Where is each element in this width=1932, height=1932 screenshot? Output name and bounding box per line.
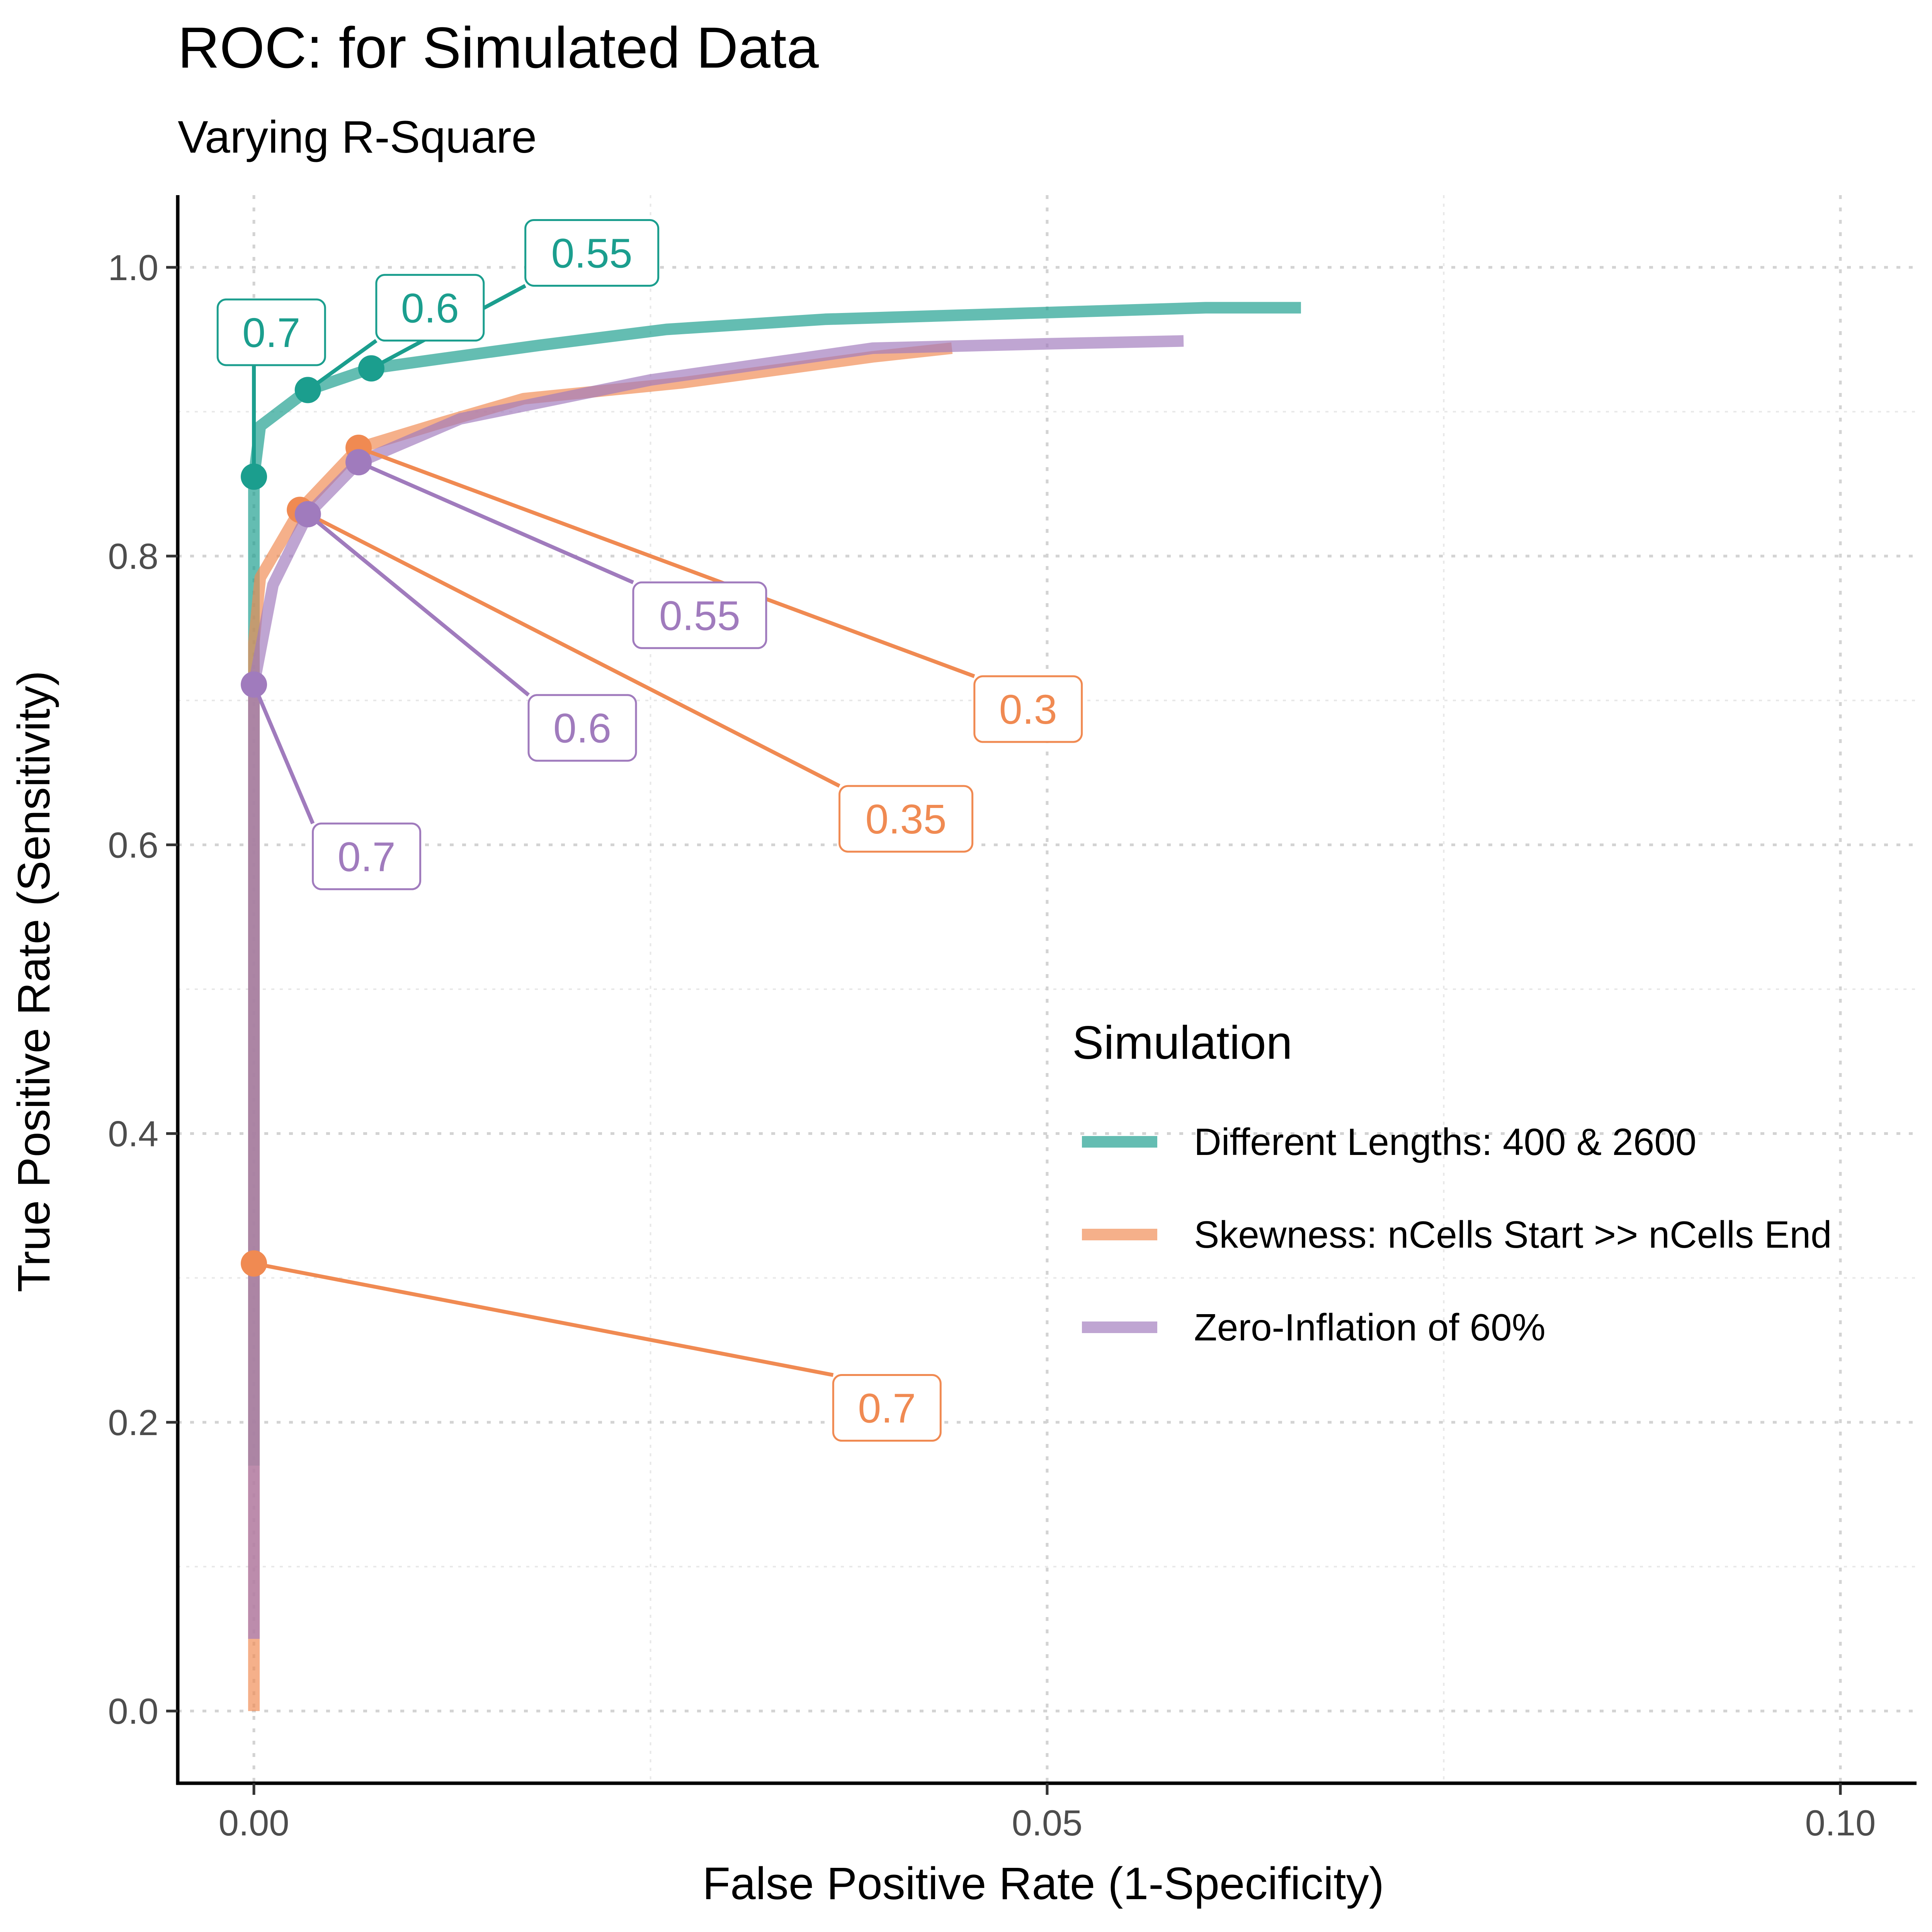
series-line-1 [248, 342, 953, 1711]
label-connector-6 [252, 684, 315, 825]
point-marker-0 [241, 463, 267, 490]
legend-label-0: Different Lengths: 400 & 2600 [1194, 1121, 1696, 1163]
point-label-6: 0.7 [338, 833, 396, 880]
x-axis-title: False Positive Rate (1-Specificity) [702, 1858, 1384, 1909]
x-tick-label: 0.05 [1012, 1803, 1083, 1843]
y-axis-title: True Positive Rate (Sensitivity) [9, 671, 60, 1293]
label-connectors [252, 284, 975, 1377]
point-label-box-5 [973, 675, 1083, 743]
point-label-8: 0.55 [659, 592, 740, 639]
point-label-4: 0.35 [865, 796, 946, 842]
legend-label-1: Skewness: nCells Start >> nCells End [1194, 1213, 1832, 1256]
x-tick-label: 0.10 [1805, 1803, 1876, 1843]
point-label-box-0 [216, 298, 326, 366]
label-connector-3 [253, 1261, 834, 1377]
point-label-box-7 [527, 694, 637, 762]
point-label-box-6 [312, 822, 422, 890]
legend: Simulation Different Lengths: 400 & 2600… [1072, 1016, 1832, 1349]
point-marker-6 [241, 671, 267, 698]
y-tick-label: 0.2 [108, 1402, 158, 1443]
point-label-5: 0.3 [999, 686, 1057, 733]
point-label-box-1 [375, 274, 485, 342]
x-tick-label: 0.00 [219, 1803, 289, 1843]
y-tick-label: 0.8 [108, 536, 158, 577]
point-label-3: 0.7 [858, 1385, 916, 1432]
label-connector-7 [306, 512, 530, 697]
y-tick-label: 0.0 [108, 1691, 158, 1731]
point-marker-3 [241, 1250, 267, 1277]
point-label-7: 0.6 [553, 705, 611, 752]
point-label-0: 0.7 [242, 309, 300, 356]
point-markers [241, 355, 384, 1277]
point-label-2: 0.55 [551, 230, 633, 276]
point-label-box-3 [832, 1374, 942, 1442]
chart-title: ROC: for Simulated Data [178, 15, 819, 80]
point-label-box-8 [632, 581, 767, 649]
ticks: 0.0 0.2 0.4 0.6 0.8 1.0 0.00 0.05 0.10 [108, 247, 1876, 1843]
point-marker-2 [358, 355, 384, 382]
chart-subtitle: Varying R-Square [178, 112, 537, 163]
label-connector-8 [358, 460, 634, 584]
point-marker-8 [345, 449, 372, 476]
label-connector-4 [299, 508, 840, 788]
point-marker-7 [294, 501, 321, 527]
label-connector-5 [358, 446, 975, 678]
label-connector-1 [306, 339, 378, 392]
y-tick-label: 1.0 [108, 247, 158, 288]
y-tick-label: 0.6 [108, 825, 158, 865]
point-label-box-4 [838, 785, 974, 853]
legend-title: Simulation [1072, 1016, 1293, 1069]
point-marker-1 [294, 377, 321, 403]
point-labels: 0.7 0.6 0.55 0.7 0.35 0.3 0.7 0.6 0.55 [216, 219, 1083, 1442]
point-label-box-2 [524, 219, 660, 287]
y-tick-label: 0.4 [108, 1114, 158, 1154]
legend-label-2: Zero-Inflation of 60% [1194, 1306, 1546, 1349]
series-lines [248, 302, 1301, 1711]
point-label-1: 0.6 [401, 284, 459, 331]
